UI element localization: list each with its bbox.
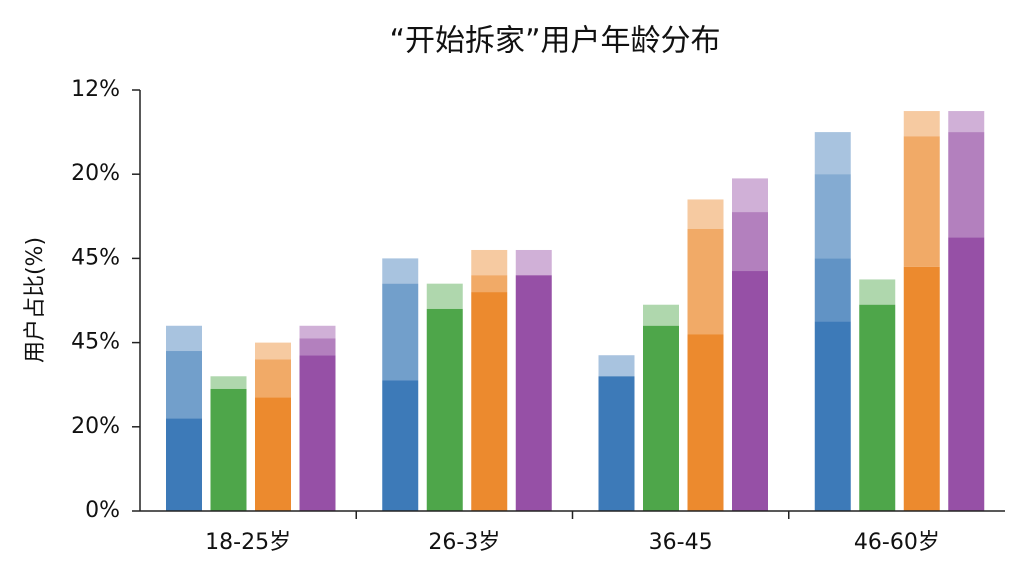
bar-segment	[814, 174, 851, 259]
bar-segment	[859, 304, 896, 511]
y-tick-label: 20%	[71, 161, 120, 186]
bar-segment	[382, 380, 419, 511]
bar-segment	[732, 178, 768, 213]
bar-segment	[515, 249, 552, 276]
bar-segment	[948, 111, 985, 133]
y-tick-label: 0%	[85, 498, 120, 523]
bar-segment	[687, 334, 724, 511]
bar-segment	[687, 199, 724, 229]
bar-segment	[948, 237, 985, 511]
bar-segment	[515, 275, 552, 511]
bar-segment	[382, 283, 419, 381]
bar-segment	[471, 275, 508, 293]
bar-segment	[299, 355, 336, 511]
bar-segment	[598, 355, 635, 377]
bar-segment	[299, 325, 336, 339]
chart-title: “开始拆家”用户年龄分布	[389, 24, 720, 59]
y-tick-label: 45%	[71, 330, 120, 355]
bar-segment	[255, 342, 291, 360]
bar-segment	[166, 418, 202, 511]
bar-segment	[471, 249, 508, 276]
bar-segment	[471, 292, 508, 511]
bar-segment	[687, 228, 724, 335]
bar-segment	[166, 351, 202, 419]
bar-segment	[255, 359, 291, 398]
bar-segment	[903, 266, 940, 511]
y-tick-label: 20%	[71, 414, 120, 439]
bar-segment	[903, 136, 940, 267]
bar-segment	[166, 325, 202, 352]
y-axis-label: 用户占比(%)	[23, 237, 48, 363]
bar-segment	[643, 325, 679, 511]
x-tick-label: 26-3岁	[428, 530, 500, 555]
bar-segment	[903, 111, 940, 137]
bar-segment	[426, 308, 463, 511]
bar-segment	[814, 258, 851, 322]
x-tick-label: 46-60岁	[854, 530, 940, 555]
bar-segment	[732, 212, 768, 272]
bar-segment	[814, 132, 851, 175]
y-tick-label: 45%	[71, 245, 120, 270]
bar-segment	[814, 321, 851, 511]
bar-segment	[210, 388, 247, 511]
bar-segment	[732, 271, 768, 511]
x-tick-label: 18-25岁	[205, 530, 291, 555]
bar-segment	[210, 376, 247, 389]
bar-segment	[859, 279, 896, 305]
bar-segment	[299, 338, 336, 356]
bar-segment	[598, 376, 635, 511]
bar-segment	[382, 258, 419, 284]
y-tick-label: 12%	[71, 77, 120, 102]
x-tick-label: 36-45	[649, 530, 713, 555]
bar-segment	[426, 283, 463, 309]
bar-segment	[255, 397, 291, 511]
bar-segment	[948, 132, 985, 238]
bar-segment	[643, 304, 679, 326]
